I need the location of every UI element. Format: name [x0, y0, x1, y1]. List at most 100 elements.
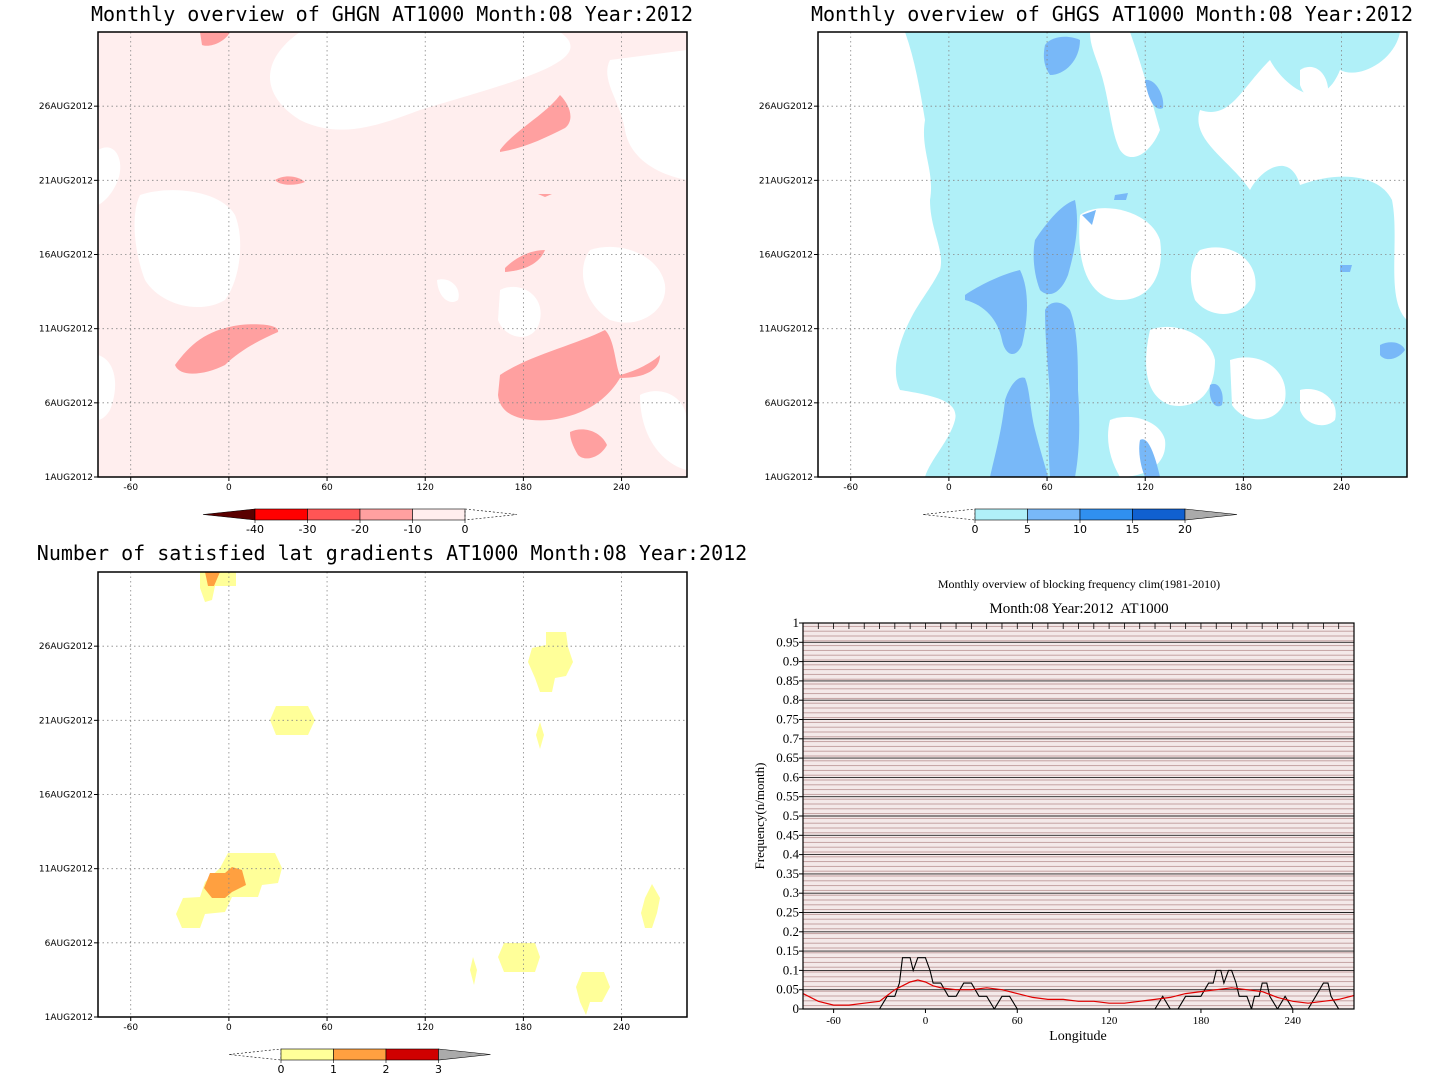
ghgn-white-gap: [98, 147, 121, 205]
ghgs-title: Monthly overview of GHGS AT1000 Month:08…: [811, 2, 1413, 26]
ghgs-x-tick-label: -60: [843, 483, 858, 493]
ghgn-colorbar-label: -20: [351, 523, 369, 536]
gradients-grid: [98, 572, 687, 1018]
ghgs-white-gap: [1300, 389, 1336, 426]
ghgs-colorbar-label: 15: [1126, 523, 1140, 536]
blocking-y-tick-label: 0.6: [783, 769, 800, 784]
ghgn-y-tick-label: 6AUG2012: [45, 399, 93, 409]
blocking-panel: Monthly overview of blocking frequency c…: [752, 577, 1355, 1044]
ghgn-colorbar-label: 0: [462, 523, 469, 536]
gradients-x-tick-label: 60: [321, 1023, 333, 1033]
gradients-title: Number of satisfied lat gradients AT1000…: [37, 541, 747, 565]
ghgn-white-gap: [270, 32, 571, 130]
blocking-y-tick-label: 0.9: [783, 654, 799, 669]
gradients-x-tick-label: 240: [613, 1023, 630, 1033]
ghgs-colorbar-label: 0: [972, 523, 979, 536]
gradients-contours: [176, 572, 660, 1015]
gradients-y-tick-label: 26AUG2012: [39, 642, 93, 652]
ghgn-white-gap: [437, 279, 459, 302]
ghgn-colorbar-segment: [307, 508, 361, 521]
blocking-y-tick-label: 0.05: [776, 982, 799, 997]
ghgs-y-tick-label: 21AUG2012: [759, 176, 813, 186]
ghgn-level-2: [538, 194, 552, 197]
blocking-x-label: Longitude: [1049, 1029, 1107, 1044]
blocking-y-tick-label: 1: [793, 615, 800, 630]
gradients-level-2: [204, 867, 246, 898]
ghgs-x-tick-label: 60: [1041, 483, 1053, 493]
ghgn-colorbar: -40 -30 -20 -10 0: [202, 508, 518, 536]
gradients-colorbar-segment: [280, 1048, 334, 1061]
gradients-x-tick-label: 120: [417, 1023, 434, 1033]
ghgs-level-2: [1043, 36, 1080, 75]
ghgn-white-gap: [498, 286, 541, 337]
ghgs-colorbar-high-arrow: [1184, 508, 1238, 521]
gradients-panel: Number of satisfied lat gradients AT1000…: [37, 541, 747, 1076]
blocking-title: Monthly overview of blocking frequency c…: [938, 577, 1220, 591]
ghgn-level-2: [275, 176, 305, 185]
blocking-y-tick-label: 0: [793, 1001, 800, 1016]
ghgn-level-2: [175, 324, 279, 374]
blocking-y-tick-label: 0.65: [776, 750, 799, 765]
blocking-y-tick-label: 0.55: [776, 789, 799, 804]
ghgs-white-gap: [1190, 247, 1256, 314]
ghgs-level-2: [965, 270, 1027, 355]
ghgn-title: Monthly overview of GHGN AT1000 Month:08…: [91, 2, 693, 26]
ghgs-white-gap: [1230, 357, 1286, 420]
ghgn-x-tick-label: 120: [417, 483, 434, 493]
ghgn-level-2: [570, 429, 607, 459]
ghgs-x-tick-label: 240: [1333, 483, 1350, 493]
gradients-colorbar-label: 2: [383, 1063, 390, 1076]
ghgs-y-tick-label: 6AUG2012: [765, 399, 813, 409]
ghgs-level-2: [1082, 210, 1096, 225]
blocking-series: [803, 957, 1354, 1009]
gradients-axis-ticks: -60 0 60 120 180 240 1AUG2012 6AUG2012 11AUG2012…: [39, 642, 630, 1033]
ghgn-x-tick-label: 60: [321, 483, 333, 493]
ghgs-colorbar-segment: [1027, 508, 1081, 521]
gradients-y-tick-label: 11AUG2012: [39, 865, 93, 875]
gradients-x-tick-label: 0: [226, 1023, 232, 1033]
ghgs-white-gap: [1300, 66, 1329, 101]
blocking-y-tick-label: 0.2: [783, 924, 799, 939]
blocking-axis-ticks: 0 0.05 0.1 0.15 0.2 0.25 0.3 0.35 0.4 0.45 0.5 0.55…: [776, 615, 1355, 1027]
gradients-x-tick-label: -60: [123, 1023, 138, 1033]
ghgn-colorbar-high-arrow: [464, 508, 518, 521]
gradients-x-tick-label: 180: [515, 1023, 532, 1033]
ghgs-level-2: [1139, 439, 1160, 477]
gradients-colorbar-high-arrow: [438, 1048, 491, 1061]
gradients-y-tick-label: 1AUG2012: [45, 1013, 93, 1023]
ghgs-white-gap: [818, 139, 866, 197]
ghgs-colorbar-label: 20: [1178, 523, 1192, 536]
gradients-level-1: [498, 943, 540, 972]
blocking-y-tick-label: 0.45: [776, 827, 799, 842]
ghgn-white-gap: [607, 50, 687, 180]
gradients-y-tick-label: 16AUG2012: [39, 791, 93, 801]
ghgn-white-gap: [582, 246, 666, 323]
ghgs-colorbar-label: 5: [1024, 523, 1031, 536]
ghgn-level-2: [200, 32, 230, 46]
ghgs-level-2: [1033, 200, 1078, 295]
blocking-y-tick-label: 0.85: [776, 673, 799, 688]
ghgs-x-tick-label: 0: [946, 483, 952, 493]
blocking-y-tick-label: 0.95: [776, 634, 799, 649]
ghgs-white-gap: [1090, 32, 1160, 158]
ghgn-colorbar-label: -30: [299, 523, 317, 536]
ghgn-colorbar-segment: [359, 508, 413, 521]
blocking-y-tick-label: 0.7: [783, 731, 800, 746]
gradients-y-tick-label: 21AUG2012: [39, 716, 93, 726]
ghgs-colorbar-segment: [974, 508, 1028, 521]
gradients-colorbar: 0 1 2 3: [228, 1048, 491, 1076]
ghgs-white-gap: [1146, 326, 1215, 406]
gradients-colorbar-label: 0: [278, 1063, 285, 1076]
ghgn-panel: Monthly overview of GHGN AT1000 Month:08…: [39, 2, 693, 536]
ghgn-level-2: [500, 95, 571, 152]
ghgn-x-tick-label: 180: [515, 483, 532, 493]
blocking-x-tick-label: 0: [923, 1015, 929, 1027]
gradients-colorbar-segment: [333, 1048, 387, 1061]
blocking-y-tick-label: 0.5: [783, 808, 799, 823]
blocking-y-tick-label: 0.75: [776, 712, 799, 727]
ghgs-panel: Monthly overview of GHGS AT1000 Month:08…: [759, 2, 1413, 536]
ghgn-y-tick-label: 16AUG2012: [39, 251, 93, 261]
ghgs-white-gap: [1079, 208, 1161, 300]
ghgn-x-tick-label: 0: [226, 483, 232, 493]
